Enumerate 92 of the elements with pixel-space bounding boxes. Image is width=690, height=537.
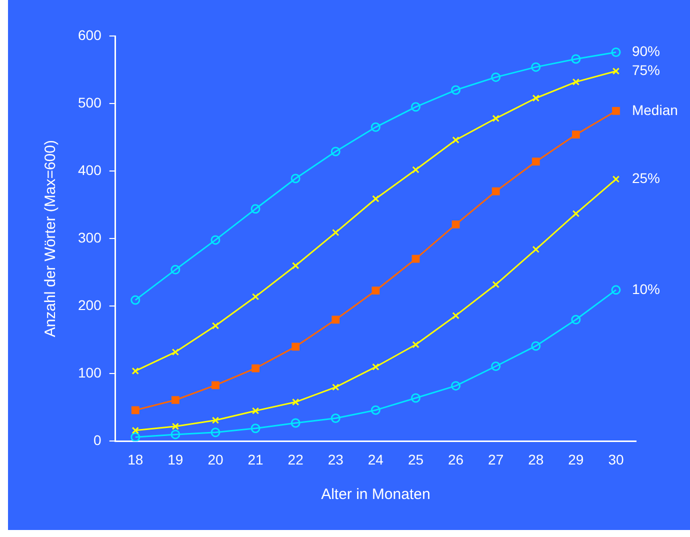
point	[372, 363, 380, 370]
point	[372, 286, 380, 295]
y-tick-label: 100	[78, 364, 102, 381]
point	[532, 158, 540, 166]
point	[531, 62, 541, 72]
x-tick-label: 27	[488, 451, 504, 468]
point	[492, 114, 500, 122]
y-tick-label: 0	[94, 432, 102, 448]
point	[372, 195, 380, 202]
x-tick-label: 26	[448, 451, 464, 468]
x-tick-label: 23	[328, 451, 344, 468]
series-label: 90%	[632, 43, 660, 60]
point	[611, 285, 621, 295]
point	[170, 430, 180, 440]
point	[332, 316, 340, 324]
point	[212, 416, 220, 424]
point	[612, 68, 620, 75]
point	[172, 422, 180, 430]
point	[492, 187, 500, 196]
point	[332, 384, 340, 391]
point	[212, 381, 220, 390]
point	[172, 348, 180, 356]
point	[571, 54, 581, 64]
point	[292, 262, 300, 270]
point	[491, 72, 501, 82]
x-tick-label: 24	[368, 451, 384, 468]
point	[532, 94, 540, 102]
point	[412, 166, 420, 174]
point	[212, 322, 220, 330]
x-tick-label: 19	[168, 451, 184, 468]
x-axis-title: Alter in Monaten	[321, 486, 430, 504]
point	[250, 424, 260, 434]
x-tick-label: 20	[208, 451, 224, 468]
point	[130, 295, 140, 305]
point	[210, 235, 220, 245]
point	[292, 342, 300, 351]
point	[250, 204, 260, 214]
point	[412, 254, 420, 263]
point	[492, 280, 500, 288]
point	[451, 381, 461, 391]
point	[252, 407, 260, 414]
point	[370, 122, 380, 132]
point	[452, 136, 460, 144]
point	[452, 312, 460, 320]
point	[330, 413, 340, 423]
point	[131, 406, 140, 414]
point	[572, 78, 580, 86]
x-tick-label: 25	[408, 451, 424, 468]
x-tick-label: 28	[528, 451, 544, 468]
x-tick-label: 29	[568, 451, 584, 468]
point	[210, 428, 220, 438]
point	[130, 432, 140, 442]
point	[252, 293, 260, 300]
point	[410, 393, 420, 403]
point	[330, 146, 340, 156]
point	[571, 314, 581, 324]
point	[370, 405, 380, 415]
y-tick-label: 600	[78, 26, 102, 43]
x-tick-label: 30	[608, 451, 624, 468]
x-tick-label: 18	[128, 451, 144, 468]
point	[132, 426, 139, 434]
point	[572, 130, 580, 139]
y-tick-label: 400	[78, 162, 102, 178]
point	[491, 361, 501, 371]
y-tick-label: 200	[78, 296, 102, 313]
point	[532, 246, 540, 253]
point	[612, 107, 620, 115]
point	[132, 367, 139, 375]
point	[332, 228, 340, 236]
y-axis-title: Anzahl der Wörter (Max=600)	[42, 140, 60, 338]
y-tick-label: 500	[78, 94, 102, 110]
point	[611, 47, 621, 57]
point	[452, 220, 460, 228]
series-label: Median	[632, 102, 678, 118]
point	[292, 398, 300, 406]
series-label: 75%	[632, 62, 660, 78]
point	[172, 396, 180, 404]
x-tick-label: 22	[288, 451, 304, 468]
point	[252, 364, 260, 372]
point	[410, 102, 420, 112]
point	[290, 418, 300, 428]
series-label: 10%	[632, 280, 660, 297]
point	[531, 341, 541, 351]
point	[572, 210, 580, 218]
x-tick-label: 21	[248, 451, 264, 468]
point	[412, 341, 420, 348]
point	[451, 85, 461, 95]
series-label: 25%	[632, 170, 660, 186]
point	[612, 176, 620, 183]
y-tick-label: 300	[78, 229, 102, 246]
point	[170, 264, 180, 274]
point	[290, 174, 300, 184]
